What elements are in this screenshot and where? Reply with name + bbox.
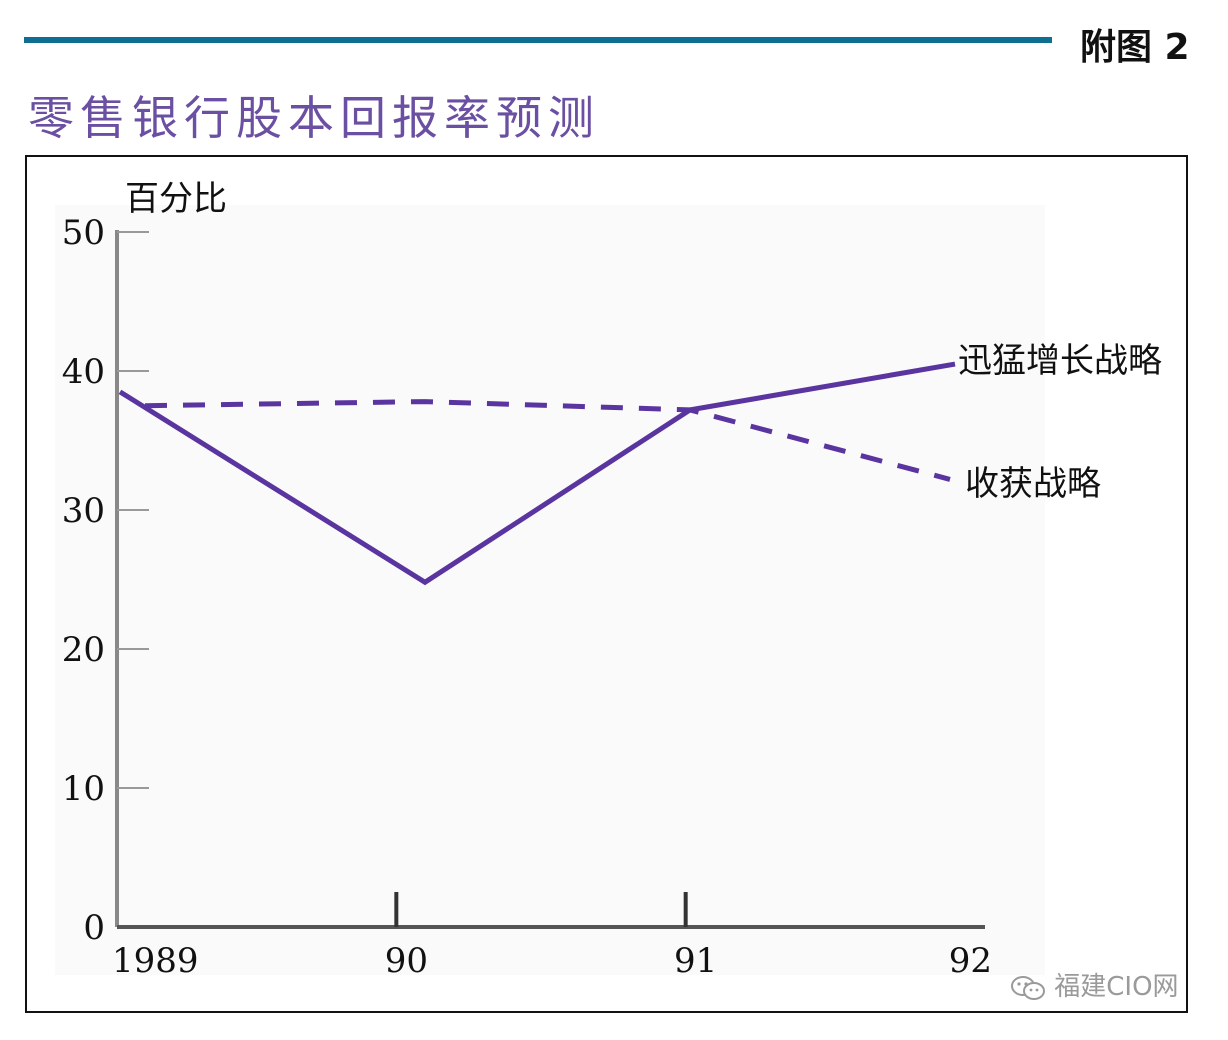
chart-title: 零售银行股本回报率预测 [28,91,600,145]
y-tick-label: 50 [62,213,105,253]
watermark-text: 福建CIO网 [1054,972,1179,1002]
header-rule [24,37,1052,43]
y-tick-label: 40 [62,352,105,392]
watermark: 福建CIO网 [1010,966,1179,1003]
series-line [118,361,956,586]
x-tick-label: 91 [674,941,717,981]
y-tick-label: 10 [62,769,105,809]
series-label: 迅猛增长战略 [958,341,1162,381]
plot-background [55,205,1045,975]
x-tick-label: 1989 [112,941,199,981]
y-tick-label: 30 [62,491,105,531]
y-axis-label: 百分比 [125,179,227,219]
wechat-icon [1010,975,1046,1001]
figure-label: 附图 2 [1080,27,1190,68]
x-tick-label: 90 [385,941,428,981]
x-tick-label: 92 [949,941,992,981]
y-tick-label: 20 [62,630,105,670]
series-label: 收获战略 [965,464,1101,504]
y-tick-label: 0 [83,908,105,948]
